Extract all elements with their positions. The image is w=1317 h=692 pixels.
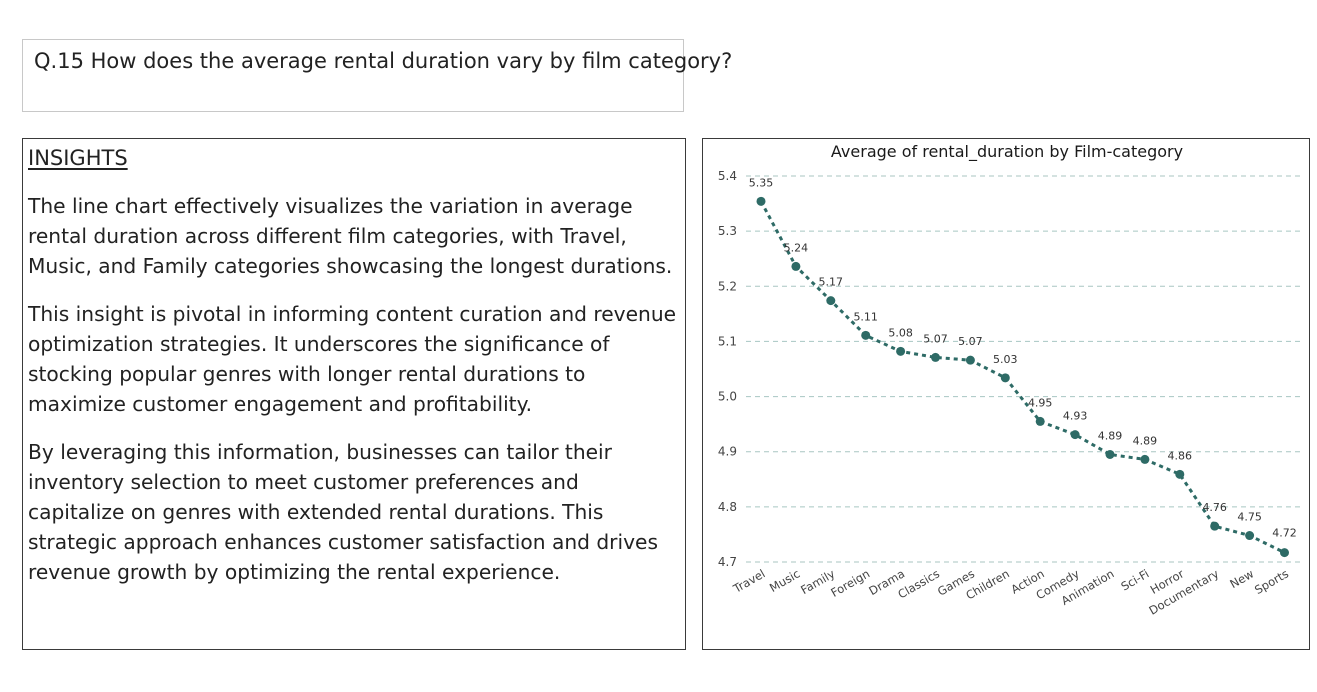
- question-text: Q.15 How does the average rental duratio…: [34, 49, 733, 73]
- data-label: 4.89: [1098, 429, 1123, 442]
- chart-title: Average of rental_duration by Film-categ…: [831, 142, 1183, 162]
- data-point[interactable]: [965, 355, 975, 365]
- data-label: 5.03: [993, 353, 1018, 366]
- data-label: 4.76: [1202, 501, 1227, 514]
- data-point[interactable]: [1000, 373, 1010, 383]
- data-point[interactable]: [1140, 454, 1150, 464]
- y-tick-label: 5.2: [718, 279, 737, 293]
- data-label: 4.75: [1237, 511, 1262, 524]
- data-label: 5.17: [819, 276, 844, 289]
- data-labels: 5.35 5.24 5.17 5.11 5.08 5.07 5.07 5.03 4.95 4.93…: [749, 176, 1297, 539]
- data-point[interactable]: [1105, 449, 1115, 459]
- data-label: 5.07: [923, 332, 948, 345]
- data-point[interactable]: [1280, 548, 1289, 558]
- y-tick-label: 4.7: [718, 555, 737, 569]
- data-label: 5.11: [853, 310, 878, 323]
- line-chart-panel: Average of rental_duration by Film-categ…: [702, 138, 1310, 650]
- data-label: 4.72: [1272, 527, 1297, 540]
- data-label: 5.24: [784, 241, 809, 254]
- data-label: 4.93: [1063, 410, 1088, 423]
- x-category-label: Sci-Fi: [1118, 566, 1151, 593]
- data-point[interactable]: [1070, 430, 1080, 440]
- data-label: 5.08: [888, 326, 913, 339]
- y-tick-label: 5.3: [718, 224, 737, 238]
- insights-heading: INSIGHTS: [28, 146, 128, 170]
- insights-paragraph-1: The line chart effectively visualizes th…: [28, 194, 673, 278]
- data-label: 5.07: [958, 335, 983, 348]
- data-point[interactable]: [791, 261, 801, 271]
- data-point[interactable]: [1210, 521, 1220, 531]
- y-tick-label: 5.4: [718, 169, 737, 183]
- x-category-label: Foreign: [828, 566, 872, 599]
- y-tick-label: 5.0: [718, 390, 737, 404]
- y-axis-ticks: 4.7 4.8 4.9 5.0 5.1 5.2 5.3 5.4: [718, 169, 737, 569]
- data-label: 4.95: [1028, 396, 1053, 409]
- data-point[interactable]: [931, 352, 940, 362]
- gridlines: [746, 175, 1303, 563]
- x-category-label: Music: [767, 566, 802, 594]
- data-point[interactable]: [861, 330, 871, 340]
- data-label: 4.86: [1168, 449, 1193, 462]
- data-point[interactable]: [896, 346, 906, 356]
- data-point[interactable]: [1175, 469, 1185, 479]
- x-axis-labels: Travel MusicFamilyForeignDramaClassicsGam…: [730, 566, 1291, 617]
- data-point[interactable]: [826, 296, 836, 306]
- x-category-label: Travel: [730, 566, 767, 596]
- line-chart: Average of rental_duration by Film-categ…: [718, 142, 1303, 618]
- data-point[interactable]: [1245, 531, 1255, 541]
- y-tick-label: 4.9: [718, 445, 737, 459]
- data-point[interactable]: [756, 196, 766, 206]
- question-box: Q.15 How does the average rental duratio…: [22, 39, 732, 112]
- data-label: 5.35: [749, 176, 774, 189]
- series-line: [759, 200, 1286, 554]
- data-points: [756, 196, 1289, 558]
- y-tick-label: 4.8: [718, 500, 737, 514]
- data-label: 4.89: [1133, 434, 1158, 447]
- insights-paragraph-3: By leveraging this information, business…: [28, 440, 658, 584]
- x-category-label: Sports: [1252, 566, 1291, 597]
- insights-paragraph-2: This insight is pivotal in informing con…: [28, 302, 677, 416]
- y-tick-label: 5.1: [718, 334, 737, 348]
- x-category-label: New: [1227, 566, 1256, 591]
- data-point[interactable]: [1035, 416, 1045, 426]
- insights-panel: INSIGHTS The line chart effectively visu…: [22, 138, 686, 650]
